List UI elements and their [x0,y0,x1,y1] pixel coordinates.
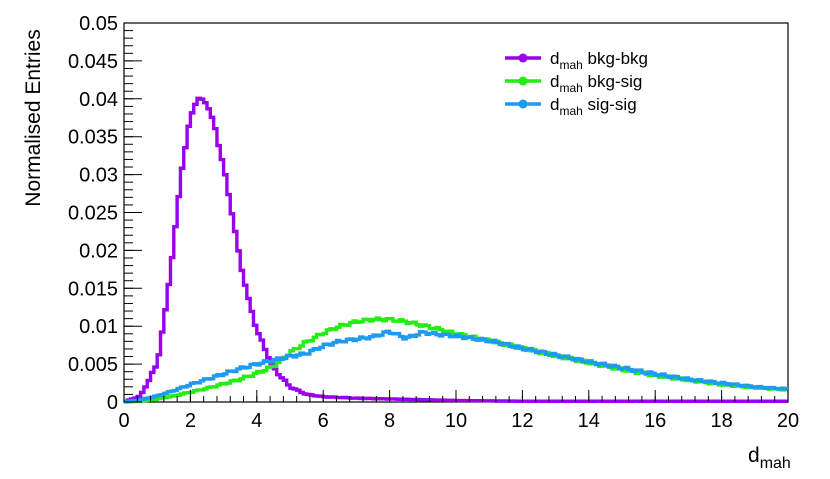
y-tick-label: 0.035 [68,127,118,149]
x-tick-label: 18 [710,410,732,432]
x-tick-label: 20 [777,410,799,432]
y-tick-label: 0.005 [68,354,118,376]
x-axis-title: dmah [748,444,791,472]
series-line-bkg-sig [124,316,788,404]
legend-label-main: d [550,49,559,68]
x-tick-label: 4 [251,410,262,432]
series-layer [124,96,788,404]
legend-label-main: d [550,72,559,91]
x-tick-label: 0 [118,410,129,432]
legend-label: dmah sig-sig [550,95,637,118]
x-tick-label: 12 [511,410,533,432]
legend-label-rest: bkg-sig [583,72,643,91]
legend-label-sub: mah [559,104,582,118]
x-axis-title-sub: mah [760,455,791,472]
legend-marker [518,53,528,63]
x-tick-label: 8 [384,410,395,432]
y-tick-label: 0.05 [79,13,118,35]
legend-label-sub: mah [559,58,582,72]
y-tick-label: 0.03 [79,165,118,187]
series-line-bkg-bkg [124,96,788,404]
legend-label-main: d [550,95,559,114]
legend-label-sub: mah [559,81,582,95]
y-tick-label: 0.02 [79,240,118,262]
y-tick-label: 0.04 [79,89,118,111]
y-tick-label: 0.025 [68,203,118,225]
legend-label-rest: sig-sig [583,95,637,114]
legend-marker [518,76,528,86]
legend-label-rest: bkg-bkg [583,49,648,68]
x-tick-label: 6 [318,410,329,432]
y-tick-label: 0 [107,392,118,414]
y-axis-title: Normalised Entries [22,29,45,206]
legend-label: dmah bkg-bkg [550,49,648,72]
x-tick-label: 10 [445,410,467,432]
legend-marker [518,99,528,109]
series-line-sig-sig [124,329,788,404]
axis-layer: 0 2 4 6 8 10 12 14 16 18 20 0 0.005 0.01 0.015 0.02 0.02… [68,13,799,432]
y-tick-label: 0.015 [68,278,118,300]
x-tick-label: 16 [644,410,666,432]
y-tick-label: 0.01 [79,316,118,338]
plot-frame [123,22,789,403]
x-tick-label: 2 [185,410,196,432]
x-tick-label: 14 [578,410,600,432]
legend-label: dmah bkg-sig [550,72,642,95]
x-axis-title-main: d [748,444,760,467]
y-tick-label: 0.045 [68,51,118,73]
